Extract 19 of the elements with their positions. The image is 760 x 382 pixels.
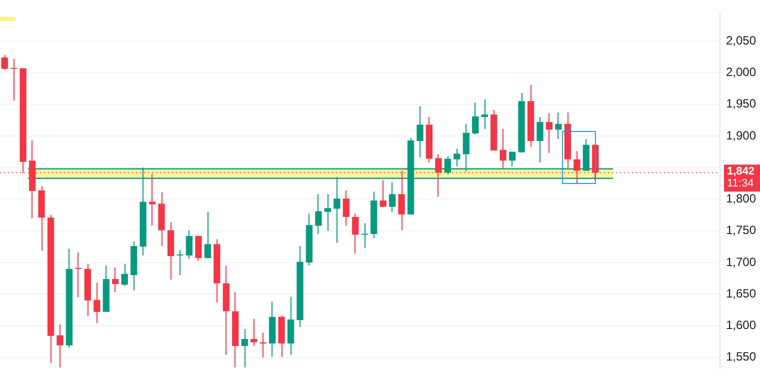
text: 11:34 [727, 178, 754, 190]
y-tick-label: 1,800 [726, 192, 756, 206]
y-tick-label: 1,600 [726, 318, 756, 332]
candlestick [260, 332, 266, 358]
y-tick-label: 1,550 [726, 350, 756, 364]
candlestick [324, 194, 332, 231]
candlestick [481, 99, 488, 129]
candlestick [176, 250, 184, 276]
y-tick-label: 1,650 [726, 286, 756, 300]
y-tick-label: 2,050 [726, 33, 756, 48]
y-tick-label: 1,900 [726, 128, 756, 142]
ref-line-label: 1,842 [727, 166, 755, 178]
candlestick [75, 252, 82, 298]
candlestick [10, 58, 18, 101]
candlestick [361, 223, 368, 248]
y-tick-label: 1,950 [726, 96, 756, 111]
y-tick-label: 1,700 [726, 254, 756, 269]
y-tick-label: 2,000 [726, 64, 756, 79]
y-tick-label: 1,750 [726, 223, 756, 238]
